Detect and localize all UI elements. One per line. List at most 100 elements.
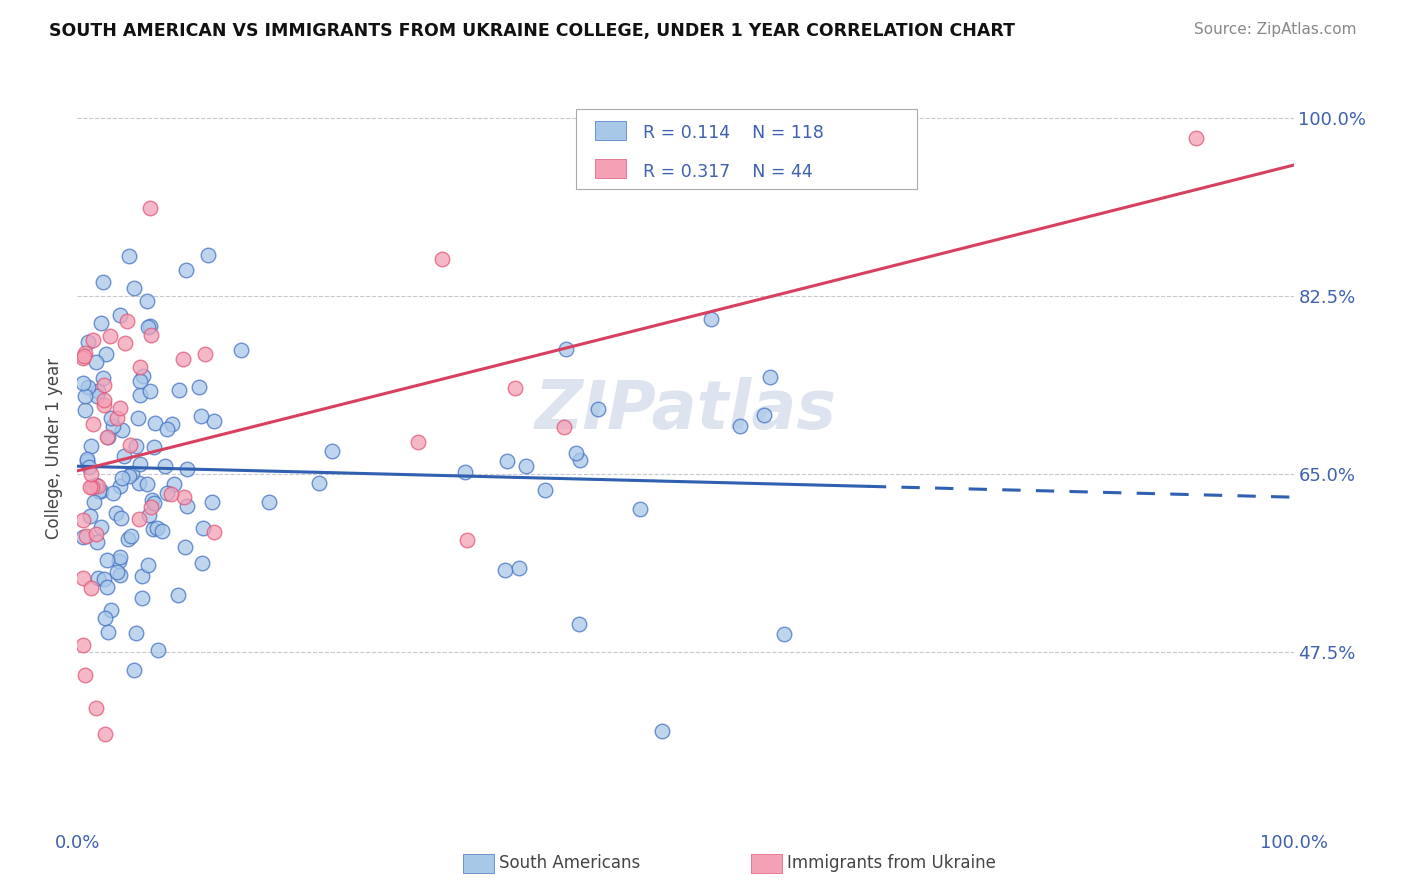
Point [80, 467, 103, 482]
Point [160, 487, 183, 501]
Point [96, 553, 118, 567]
Point [141, 522, 163, 536]
Point [77, 459, 100, 474]
Point [122, 280, 145, 294]
Point [91, 275, 114, 289]
Point [200, 495, 222, 509]
Point [73, 350, 96, 364]
Point [76, 453, 98, 467]
Point [128, 476, 150, 491]
Point [728, 419, 751, 434]
Point [122, 663, 145, 677]
Point [108, 549, 131, 564]
Point [117, 532, 139, 546]
Point [758, 370, 780, 384]
Point [135, 476, 157, 491]
Point [508, 561, 530, 575]
Point [118, 249, 141, 263]
Point [93, 392, 115, 407]
Point [90, 483, 112, 498]
Point [90, 519, 112, 533]
Point [87, 478, 110, 492]
Point [111, 423, 134, 437]
Point [114, 336, 136, 351]
Point [80, 480, 103, 494]
Point [96, 580, 118, 594]
Point [107, 411, 129, 425]
Point [72, 351, 94, 366]
Point [100, 411, 122, 425]
Point [94, 727, 117, 741]
Point [202, 414, 225, 428]
Point [120, 529, 142, 543]
Point [82, 417, 104, 432]
Point [699, 312, 721, 326]
Point [553, 420, 575, 434]
Point [98, 329, 121, 343]
Point [129, 359, 152, 374]
Point [628, 501, 651, 516]
Point [82, 333, 104, 347]
Point [105, 506, 128, 520]
Point [156, 485, 179, 500]
Point [202, 524, 225, 539]
Point [73, 346, 96, 360]
Point [72, 513, 94, 527]
Point [80, 439, 103, 453]
Point [72, 529, 94, 543]
Point [138, 508, 160, 522]
Point [586, 401, 609, 416]
Point [125, 626, 148, 640]
Point [406, 435, 429, 450]
FancyBboxPatch shape [595, 121, 626, 140]
Point [108, 479, 131, 493]
Point [105, 565, 128, 579]
Point [97, 624, 120, 639]
Point [120, 438, 142, 452]
Point [176, 461, 198, 475]
Text: Source: ZipAtlas.com: Source: ZipAtlas.com [1194, 22, 1357, 37]
Point [139, 328, 162, 343]
Point [79, 581, 101, 595]
Point [128, 512, 150, 526]
Point [86, 389, 108, 403]
FancyBboxPatch shape [595, 159, 626, 178]
Point [84, 355, 107, 369]
Point [73, 389, 96, 403]
Point [138, 319, 160, 334]
Point [193, 521, 215, 535]
Point [72, 376, 94, 390]
Point [496, 453, 519, 467]
Point [166, 588, 188, 602]
Point [131, 569, 153, 583]
Point [75, 529, 97, 543]
FancyBboxPatch shape [576, 109, 917, 189]
Point [108, 567, 131, 582]
Point [454, 465, 477, 479]
Point [83, 494, 105, 508]
Point [190, 409, 212, 423]
Point [141, 492, 163, 507]
Point [79, 480, 101, 494]
Point [72, 638, 94, 652]
Point [173, 540, 195, 554]
FancyBboxPatch shape [463, 854, 494, 873]
Text: SOUTH AMERICAN VS IMMIGRANTS FROM UKRAINE COLLEGE, UNDER 1 YEAR CORRELATION CHAR: SOUTH AMERICAN VS IMMIGRANTS FROM UKRAIN… [49, 22, 1015, 40]
Point [73, 403, 96, 417]
Point [115, 314, 138, 328]
Point [136, 294, 159, 309]
Point [139, 318, 162, 333]
Point [86, 535, 108, 549]
Point [456, 533, 478, 547]
Point [321, 443, 343, 458]
Point [94, 610, 117, 624]
Point [93, 378, 115, 392]
Point [118, 469, 141, 483]
Point [430, 252, 453, 266]
Point [76, 334, 98, 349]
Point [565, 446, 588, 460]
Point [257, 495, 280, 509]
Point [160, 417, 183, 431]
Point [128, 388, 150, 402]
Point [197, 248, 219, 262]
